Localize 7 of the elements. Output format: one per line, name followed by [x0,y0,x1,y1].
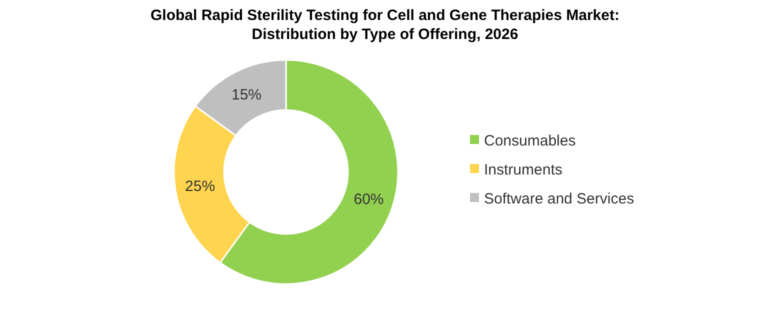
data-label: 25% [185,178,216,195]
data-label: 15% [231,86,262,104]
legend-label: Software and Services [484,190,634,208]
legend-label: Instruments [484,161,562,178]
data-label: 60% [354,191,384,208]
chart-title: Global Rapid Sterility Testing for Cell and Gene Therapies Market: Distribution by Type of Offering, 2026 [150,7,620,43]
legend-label: Consumables [484,132,576,150]
